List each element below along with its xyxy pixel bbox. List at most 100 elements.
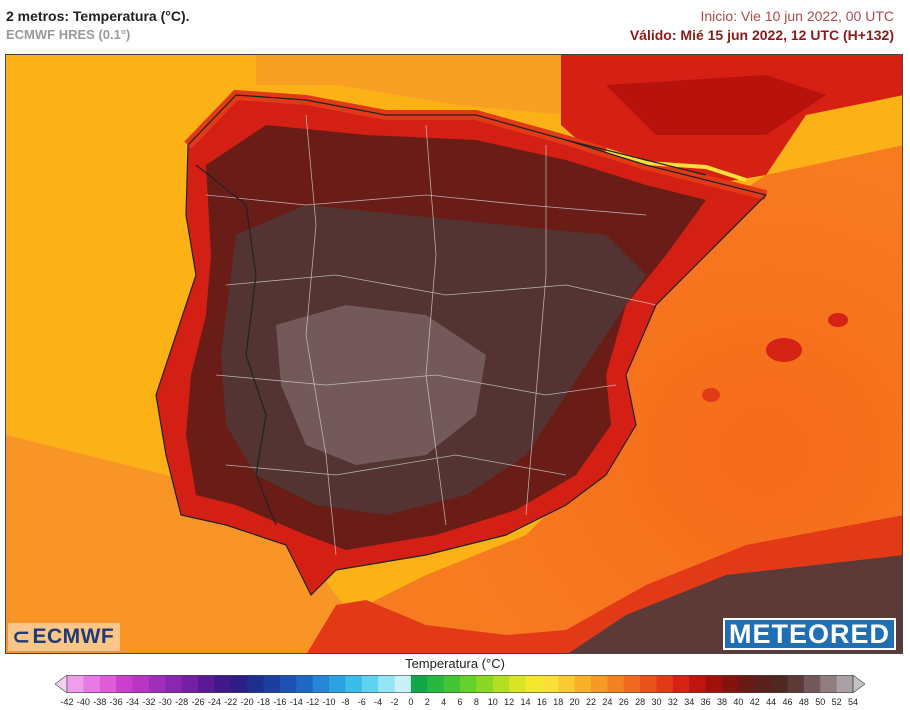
colorbar-tick-label: 44 <box>766 697 777 707</box>
meteored-logo: METEORED <box>722 618 896 650</box>
colorbar-swatch <box>345 675 363 693</box>
colorbar-swatch <box>672 675 690 693</box>
colorbar-swatch <box>771 675 788 693</box>
colorbar-tick-label: 32 <box>667 697 678 707</box>
colorbar-tick-label: 52 <box>831 697 842 707</box>
colorbar-tick-label: 46 <box>782 697 793 707</box>
colorbar-swatch <box>558 675 576 693</box>
colorbar-tick-label: -42 <box>60 697 74 707</box>
island-menorca <box>828 313 848 327</box>
colorbar-tick-label: 30 <box>651 697 662 707</box>
colorbar-swatch <box>378 675 395 693</box>
colorbar-tick-label: 36 <box>700 697 711 707</box>
temperature-map[interactable]: ⊂ ECMWF METEORED <box>5 54 903 654</box>
colorbar-swatch <box>410 675 428 693</box>
colorbar-tick-label: 12 <box>504 697 515 707</box>
colorbar-swatch <box>99 675 117 693</box>
colorbar-swatch <box>230 675 248 693</box>
colorbar <box>55 675 865 693</box>
colorbar-tick-label: -34 <box>125 697 140 707</box>
colorbar-swatch <box>705 675 723 693</box>
pyrenees-cool <box>605 148 747 182</box>
colorbar-swatch <box>329 675 346 693</box>
colorbar-tick-label: -4 <box>374 697 383 707</box>
colorbar-tick-label: -14 <box>289 697 303 707</box>
colorbar-swatch <box>787 675 805 693</box>
colorbar-tick-label: 48 <box>798 697 809 707</box>
colorbar-max-arrow <box>852 675 865 693</box>
ecmwf-logo: ⊂ ECMWF <box>8 623 121 651</box>
colorbar-tick-label: 18 <box>553 697 564 707</box>
colorbar-swatch <box>148 675 166 693</box>
colorbar-swatch <box>460 675 477 693</box>
map-title: 2 metros: Temperatura (°C). <box>6 8 190 24</box>
colorbar-swatch <box>476 675 494 693</box>
colorbar-tick-label: -16 <box>273 697 287 707</box>
colorbar-swatch <box>574 675 592 693</box>
colorbar-swatch <box>689 675 707 693</box>
map-canvas <box>6 55 902 653</box>
land-hottest-core <box>276 305 486 465</box>
sea-warm-southwest <box>6 435 385 653</box>
colorbar-swatch <box>312 675 330 693</box>
colorbar-tick-label: -32 <box>142 697 156 707</box>
colorbar-tick-label: -8 <box>341 697 350 707</box>
colorbar-swatch <box>247 675 264 693</box>
colorbar-swatch <box>279 675 297 693</box>
colorbar-frame <box>66 675 854 693</box>
colorbar-swatch <box>132 675 150 693</box>
colorbar-swatch <box>198 675 215 693</box>
colorbar-swatch <box>640 675 657 693</box>
colorbar-swatch <box>296 675 314 693</box>
colorbar-swatch <box>722 675 739 693</box>
colorbar-swatch <box>754 675 772 693</box>
colorbar-swatch <box>607 675 625 693</box>
colorbar-tick-label: 26 <box>618 697 629 707</box>
colorbar-tick-label: -28 <box>175 697 189 707</box>
colorbar-swatch <box>820 675 838 693</box>
colorbar-tick-label: -18 <box>256 697 271 707</box>
colorbar-swatch <box>509 675 526 693</box>
colorbar-tick-label: 50 <box>815 697 826 707</box>
colorbar-swatch <box>525 675 543 693</box>
colorbar-tick-label: -30 <box>158 697 172 707</box>
colorbar-swatch <box>427 675 445 693</box>
colorbar-tick-label: -6 <box>357 697 366 707</box>
colorbar-swatch <box>591 675 608 693</box>
colorbar-labels: -42 -40 -38 -36 -34 -32 -30 -28 -26 -24 -22 -20 -18-… <box>55 696 865 710</box>
colorbar-tick-label: -10 <box>322 697 336 707</box>
island-mallorca <box>766 338 802 362</box>
init-time: Inicio: Vie 10 jun 2022, 00 UTC <box>700 8 894 24</box>
colorbar-title: Temperatura (°C) <box>405 656 505 671</box>
colorbar-swatch <box>83 675 101 693</box>
colorbar-swatch <box>492 675 510 693</box>
colorbar-swatch <box>361 675 379 693</box>
colorbar-swatch <box>803 675 821 693</box>
colorbar-tick-label: 10 <box>487 697 498 707</box>
colorbar-tick-label: 2 <box>424 697 430 707</box>
island-ibiza <box>702 388 720 402</box>
colorbar-tick-label: -38 <box>93 697 107 707</box>
colorbar-swatch <box>394 675 412 693</box>
colorbar-swatch <box>836 675 854 693</box>
land-france-inner <box>606 75 826 135</box>
colorbar-tick-label: 0 <box>408 697 414 707</box>
colorbar-tick-label: 16 <box>536 697 547 707</box>
colorbar-tick-label: 22 <box>585 697 597 707</box>
colorbar-tick-label: -40 <box>76 697 90 707</box>
colorbar-tick-label: 4 <box>441 697 447 707</box>
colorbar-tick-label: -22 <box>224 697 238 707</box>
colorbar-tick-label: -26 <box>191 697 205 707</box>
colorbar-tick-label: 28 <box>635 697 646 707</box>
colorbar-swatch <box>67 675 84 693</box>
header-right: Inicio: Vie 10 jun 2022, 00 UTC Válido: … <box>630 7 894 45</box>
colorbar-swatch <box>263 675 281 693</box>
valid-time: Válido: Mié 15 jun 2022, 12 UTC (H+132) <box>629 27 894 43</box>
colorbar-tick-label: 38 <box>716 697 728 707</box>
colorbar-swatch <box>214 675 232 693</box>
country-borders <box>155 94 768 597</box>
colorbar-tick-label: 42 <box>749 697 760 707</box>
colorbar-tick-label: -12 <box>306 697 320 707</box>
colorbar-tick-label: 8 <box>473 697 479 707</box>
colorbar-tick-label: 40 <box>733 697 744 707</box>
